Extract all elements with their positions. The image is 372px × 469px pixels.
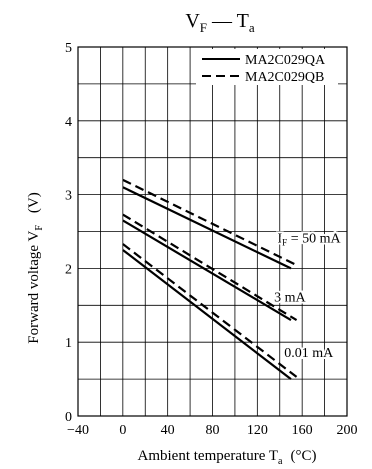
- y-tick-label: 5: [65, 41, 72, 56]
- title-vf-sub: F: [200, 20, 207, 35]
- x-tick-label: 40: [161, 423, 175, 438]
- x-axis-label-sub: a: [278, 456, 283, 467]
- x-axis-label-main: Ambient temperature T: [138, 448, 279, 464]
- x-tick-label: −40: [67, 423, 89, 438]
- series-line-solid: [122, 219, 292, 322]
- x-axis-label: Ambient temperature Ta (°C): [138, 448, 317, 467]
- x-tick-label: 80: [206, 423, 220, 438]
- series-line-dashed: [122, 213, 298, 322]
- title-vf: V: [185, 10, 200, 32]
- plot-frame: [77, 46, 348, 417]
- annotation-3ma: 3 mA: [274, 291, 306, 306]
- x-tick-label: 120: [247, 423, 268, 438]
- y-axis-label-unit: (V): [26, 192, 42, 213]
- x-axis-label-unit: (°C): [290, 448, 316, 464]
- legend-label-qb: MA2C029QB: [245, 70, 324, 85]
- chart-title: VF — Ta: [185, 10, 255, 35]
- legend-box: [196, 49, 338, 85]
- series-layer: [122, 178, 300, 380]
- y-tick-label: 0: [65, 410, 72, 425]
- annotations: IF = 50 mA 3 mA 0.01 mA: [272, 230, 343, 363]
- y-tick-label: 3: [65, 189, 72, 204]
- annotation-if-50ma: IF = 50 mA: [278, 232, 342, 248]
- y-axis-label: Forward voltage VF (V): [26, 192, 45, 343]
- y-tick-label: 4: [65, 115, 72, 130]
- series-line-solid: [122, 249, 292, 380]
- x-tick-labels: −40 0 40 80 120 160 200: [67, 423, 357, 438]
- x-tick-label: 0: [119, 423, 126, 438]
- y-axis-label-main: Forward voltage V: [26, 231, 42, 344]
- series-line-dashed: [122, 243, 298, 378]
- y-tick-label: 1: [65, 336, 72, 351]
- ann0-main: I: [278, 232, 283, 247]
- ann0-rest: = 50 mA: [287, 232, 341, 247]
- y-tick-labels: 0 1 2 3 4 5: [65, 41, 72, 425]
- y-axis-label-sub: F: [34, 225, 45, 231]
- x-tick-label: 200: [337, 423, 358, 438]
- y-tick-label: 2: [65, 262, 72, 277]
- x-tick-label: 160: [292, 423, 313, 438]
- legend: MA2C029QA MA2C029QB: [196, 49, 338, 85]
- title-t-sub: a: [249, 20, 255, 35]
- series-line-dashed: [122, 178, 300, 268]
- legend-label-qa: MA2C029QA: [245, 53, 326, 68]
- ann0-sub: F: [282, 238, 287, 248]
- annotation-001ma: 0.01 mA: [284, 346, 334, 361]
- series-line-solid: [122, 186, 292, 270]
- title-t: T: [237, 10, 249, 32]
- title-sep: —: [207, 10, 237, 32]
